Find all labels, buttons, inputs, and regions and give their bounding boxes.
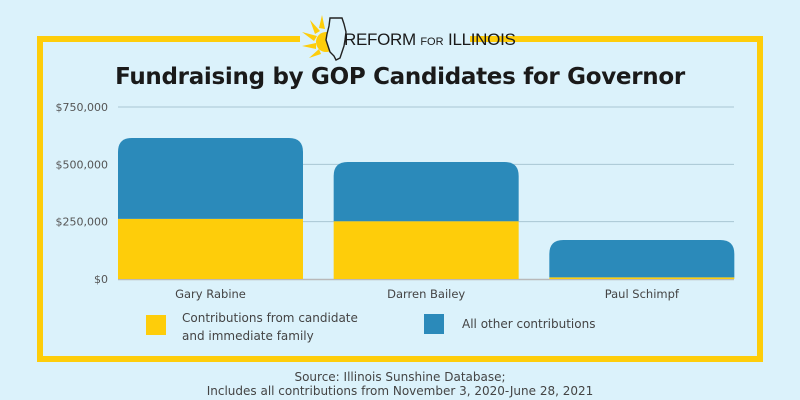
legend-label-family-line2: and immediate family [182, 329, 314, 343]
reform-for-illinois-logo: REFORM FOR ILLINOIS [300, 12, 516, 62]
logo-illinois: ILLINOIS [448, 30, 516, 49]
legend-label-family-line1: Contributions from candidate [182, 311, 358, 325]
y-tick-label: $500,000 [56, 158, 109, 171]
legend-swatch-other [424, 314, 444, 334]
logo-reform: REFORM [344, 30, 416, 49]
logo-wordmark: REFORM FOR ILLINOIS [344, 30, 516, 50]
bar-segment-family [333, 221, 519, 279]
y-tick-label: $0 [94, 273, 108, 286]
x-tick-label: Darren Bailey [387, 287, 465, 301]
source-line-2: Includes all contributions from November… [206, 384, 594, 398]
source-note: Source: Illinois Sunshine Database; Incl… [0, 370, 800, 398]
bar-segment-other [333, 162, 519, 222]
x-tick-label: Gary Rabine [175, 287, 246, 301]
bar-segment-other [118, 137, 303, 219]
chart-title: Fundraising by GOP Candidates for Govern… [115, 64, 685, 90]
bar-segment-family [549, 277, 735, 279]
source-line-1: Source: Illinois Sunshine Database; [294, 370, 506, 384]
x-tick-label: Paul Schimpf [605, 287, 680, 301]
bar-segment-other [549, 240, 735, 278]
legend-label-other: All other contributions [462, 317, 596, 331]
bar-segment-family [118, 218, 303, 279]
logo-for: FOR [420, 36, 444, 48]
y-tick-label: $250,000 [56, 216, 109, 229]
legend-swatch-family [146, 315, 166, 335]
sun-illinois-icon [302, 15, 347, 61]
y-tick-label: $750,000 [56, 101, 109, 114]
